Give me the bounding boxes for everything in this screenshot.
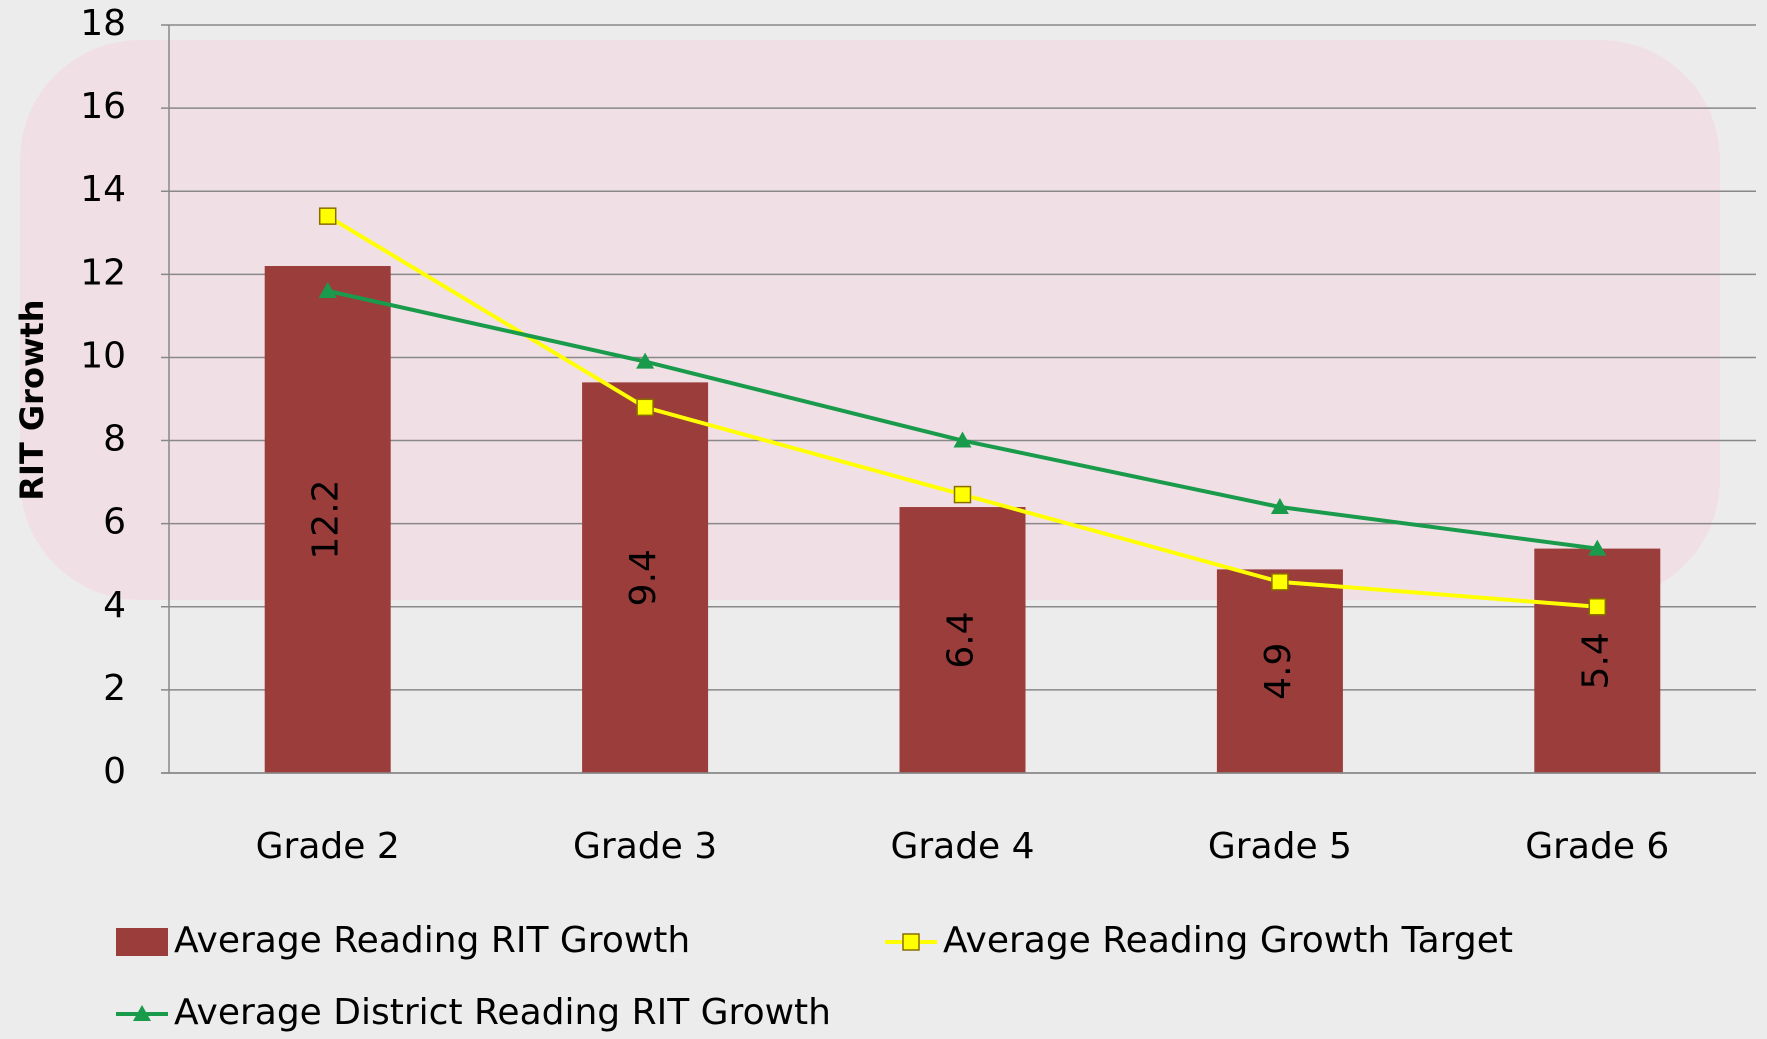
marker <box>318 207 337 225</box>
x-tick-label: Grade 4 <box>890 826 1034 867</box>
marker <box>1588 539 1607 556</box>
data-label: 5.4 <box>1575 632 1616 689</box>
legend-marker <box>902 933 920 951</box>
x-tick-label: Grade 3 <box>573 826 717 867</box>
y-tick-label: 16 <box>80 86 126 127</box>
y-tick-label: 12 <box>80 252 126 293</box>
bar <box>264 266 391 773</box>
y-tick-label: 6 <box>103 502 126 543</box>
marker <box>636 398 654 417</box>
y-tick-label: 8 <box>103 419 126 460</box>
y-tick-label: 0 <box>103 751 126 792</box>
legend-swatch <box>116 928 168 956</box>
data-label: 4.9 <box>1258 643 1299 700</box>
bar <box>1216 569 1343 773</box>
x-tick-label: Grade 5 <box>1208 826 1352 867</box>
marker <box>953 431 972 448</box>
legend-label: Average Reading RIT Growth <box>174 920 690 961</box>
marker <box>318 281 337 298</box>
bar <box>899 507 1026 773</box>
legend-marker <box>133 1005 151 1021</box>
marker <box>636 352 655 369</box>
marker <box>953 485 972 504</box>
marker <box>1588 598 1607 616</box>
marker <box>1270 498 1289 515</box>
x-tick-label: Grade 6 <box>1525 826 1669 867</box>
marker <box>1271 573 1289 591</box>
y-axis-title: RIT Growth <box>13 299 51 500</box>
y-tick-label: 18 <box>80 3 126 44</box>
data-label: 12.2 <box>306 479 347 559</box>
bar <box>582 382 709 773</box>
legend-label: Average Reading Growth Target <box>943 920 1513 961</box>
data-label: 9.4 <box>623 549 664 606</box>
x-tick-label: Grade 2 <box>256 826 400 867</box>
y-tick-label: 2 <box>103 668 126 709</box>
y-tick-label: 4 <box>103 585 126 626</box>
legend-label: Average District Reading RIT Growth <box>174 992 831 1033</box>
y-tick-label: 10 <box>80 335 126 376</box>
y-tick-label: 14 <box>80 169 126 210</box>
watermark <box>20 40 1720 600</box>
bar <box>1534 548 1661 773</box>
data-label: 6.4 <box>941 611 982 668</box>
